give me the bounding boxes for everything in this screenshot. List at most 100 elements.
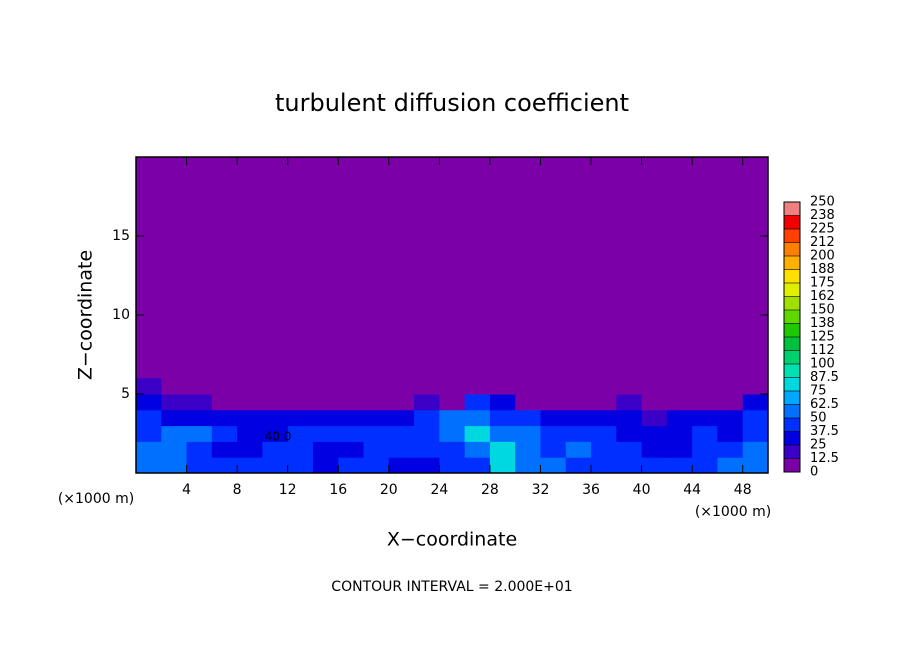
y-tick-label: 10	[112, 307, 130, 323]
colorbar-label: 87.5	[810, 370, 839, 385]
field-cell	[666, 378, 693, 395]
field-cell	[388, 394, 415, 411]
field-cell	[414, 457, 440, 474]
field-cell	[338, 425, 365, 442]
field-cell	[641, 425, 668, 442]
field-cell	[489, 409, 516, 427]
field-cell	[464, 441, 491, 458]
field-cell	[388, 378, 415, 395]
field-cell	[616, 378, 643, 395]
colorbar-swatch	[784, 283, 800, 297]
field-cell	[312, 409, 339, 427]
x-tick-label: 28	[481, 482, 499, 498]
x-tick-label: 20	[380, 482, 398, 498]
field-cell	[515, 441, 541, 458]
field-cell	[388, 425, 415, 442]
colorbar-label: 125	[810, 330, 835, 345]
field-cell	[717, 457, 744, 474]
field-cell	[692, 441, 718, 458]
field-cell	[515, 409, 541, 427]
colorbar-label: 212	[810, 235, 835, 250]
field-cell	[641, 409, 668, 427]
field-cell	[717, 425, 744, 442]
colorbar-swatch	[784, 391, 800, 405]
field-cell	[186, 394, 213, 411]
field-cell	[464, 394, 491, 411]
field-cell	[262, 441, 289, 458]
field-cell	[439, 425, 466, 442]
field-cell	[237, 378, 263, 395]
field-cell	[515, 425, 541, 442]
colorbar-label: 175	[810, 276, 835, 291]
field-cell	[591, 457, 617, 474]
field-cell	[742, 394, 769, 411]
colorbar-swatch	[784, 418, 800, 432]
colorbar-swatch	[784, 323, 800, 337]
colorbar-swatch	[784, 215, 800, 229]
colorbar-swatch	[784, 242, 800, 256]
colorbar-swatch	[784, 404, 800, 418]
field-cell	[692, 409, 718, 427]
field-cell	[616, 457, 643, 474]
field-cell	[742, 441, 769, 458]
field-cell	[464, 425, 491, 442]
field-cell	[237, 425, 263, 442]
field-cell	[414, 378, 440, 395]
field-cell	[641, 378, 668, 395]
field-cell	[312, 378, 339, 395]
field-cell	[515, 394, 541, 411]
colorbar-label: 25	[810, 438, 827, 453]
field-cell	[692, 394, 718, 411]
field-cell	[439, 441, 466, 458]
field-cell	[414, 394, 440, 411]
field-cell	[515, 378, 541, 395]
field-cell	[717, 378, 744, 395]
field-cell	[338, 394, 365, 411]
field-cell	[363, 378, 390, 395]
field-cell	[211, 409, 238, 427]
x-tick-label: 8	[233, 482, 242, 498]
field-cell	[338, 409, 365, 427]
field-cell	[287, 441, 314, 458]
field-cell	[692, 457, 718, 474]
colorbar-label: 225	[810, 222, 835, 237]
x-tick-label: 32	[532, 482, 550, 498]
field-cell	[591, 441, 617, 458]
field-cell	[186, 441, 213, 458]
colorbar-swatch	[784, 296, 800, 310]
field-cell	[312, 425, 339, 442]
field-cell	[666, 425, 693, 442]
field-cell	[287, 425, 314, 442]
chart-title: turbulent diffusion coefficient	[275, 89, 629, 117]
colorbar-label: 12.5	[810, 451, 839, 466]
field-cell	[666, 394, 693, 411]
field-cell	[211, 457, 238, 474]
field-cell	[136, 441, 162, 458]
field-cell	[591, 409, 617, 427]
field-cell	[161, 457, 188, 474]
field-cell	[211, 425, 238, 442]
field-cell	[186, 409, 213, 427]
field-cell	[237, 409, 263, 427]
field-cell	[565, 425, 592, 442]
colorbar-swatch	[784, 202, 800, 216]
field-cell	[262, 378, 289, 395]
field-cell	[489, 378, 516, 395]
field-cell	[489, 394, 516, 411]
field-cell	[414, 409, 440, 427]
colorbar-swatch	[784, 458, 800, 472]
colorbar-swatch	[784, 431, 800, 445]
field-cell	[540, 409, 567, 427]
field-cell	[565, 378, 592, 395]
y-unit: (×1000 m)	[58, 491, 134, 507]
field-cell	[565, 409, 592, 427]
field-cell	[237, 457, 263, 474]
colorbar-swatch	[784, 350, 800, 364]
field-cell	[237, 441, 263, 458]
field-cell	[540, 457, 567, 474]
field-cell	[641, 457, 668, 474]
field-cell	[515, 457, 541, 474]
field-cell	[161, 441, 188, 458]
colorbar-label: 200	[810, 249, 835, 264]
field-cell	[414, 441, 440, 458]
